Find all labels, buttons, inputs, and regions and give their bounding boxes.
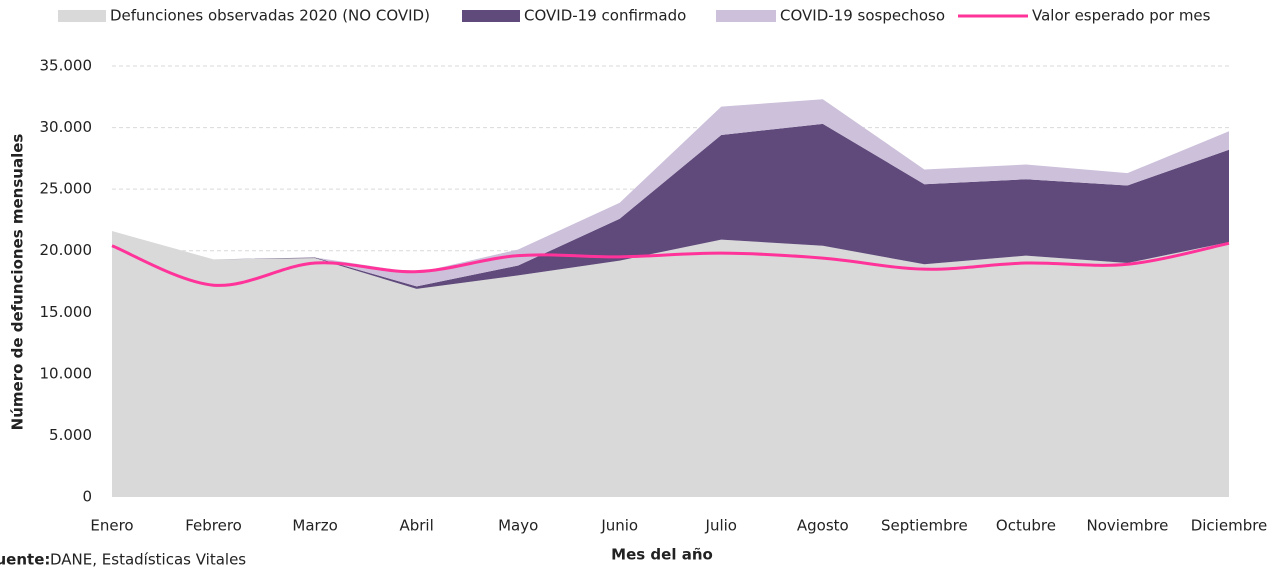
- x-tick-label: Septiembre: [881, 517, 968, 535]
- legend-label: Defunciones observadas 2020 (NO COVID): [110, 7, 430, 25]
- legend-swatch: [58, 10, 106, 22]
- x-tick-label: Mayo: [498, 517, 538, 535]
- area: [112, 123, 1229, 289]
- x-tick-label: Octubre: [996, 517, 1056, 535]
- source-label: Fuente:: [0, 551, 50, 569]
- x-tick-label: Julio: [705, 517, 737, 535]
- x-tick-label: Noviembre: [1087, 517, 1169, 535]
- x-tick-label: Agosto: [797, 517, 849, 535]
- y-tick-label: 30.000: [40, 118, 93, 136]
- legend-swatch: [716, 10, 776, 22]
- y-tick-label: 35.000: [40, 57, 93, 75]
- x-tick-label: Enero: [90, 517, 133, 535]
- x-tick-label: Abril: [399, 517, 433, 535]
- area: [112, 231, 1229, 498]
- legend-label: Valor esperado por mes: [1032, 7, 1211, 25]
- x-axis-title: Mes del año: [611, 546, 713, 564]
- y-axis-title: Número de defunciones mensuales: [9, 134, 27, 431]
- x-tick-label: Febrero: [185, 517, 242, 535]
- y-tick-label: 25.000: [40, 180, 93, 198]
- y-tick-label: 20.000: [40, 241, 93, 259]
- legend-label: COVID-19 confirmado: [524, 7, 686, 25]
- legend-swatch: [462, 10, 520, 22]
- y-tick-label: 5.000: [49, 426, 92, 444]
- legend-label: COVID-19 sospechoso: [780, 7, 945, 25]
- y-tick-label: 15.000: [40, 303, 93, 321]
- x-tick-label: Diciembre: [1191, 517, 1268, 535]
- x-tick-label: Junio: [600, 517, 638, 535]
- y-tick-label: 10.000: [40, 364, 93, 382]
- source-text: DANE, Estadísticas Vitales: [50, 551, 246, 569]
- line: [111, 241, 1230, 287]
- x-tick-label: Marzo: [292, 517, 337, 535]
- y-tick-label: 0: [82, 488, 92, 506]
